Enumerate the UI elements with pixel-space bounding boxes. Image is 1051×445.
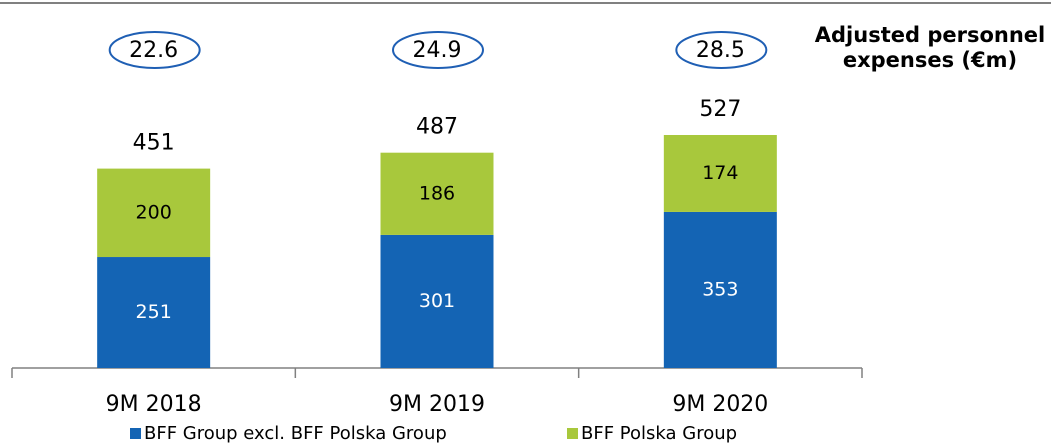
segment-label: 200	[136, 201, 172, 223]
annotation-oval	[392, 31, 484, 69]
annotation-oval	[108, 31, 201, 69]
segment-label: 301	[419, 290, 455, 312]
annotation-value: 22.6	[129, 38, 178, 63]
legend-label: BFF Polska Group	[581, 423, 737, 444]
segment-label: 251	[136, 301, 172, 323]
x-tick-label: 9M 2019	[389, 392, 485, 417]
segment-label: 186	[419, 182, 455, 204]
x-tick-label: 9M 2020	[672, 392, 768, 417]
annotation-oval	[675, 31, 768, 69]
bar-segment	[380, 234, 494, 368]
legend-swatch	[567, 428, 578, 439]
segment-label: 353	[702, 278, 738, 300]
bar-segment	[663, 135, 777, 212]
total-label: 527	[699, 97, 741, 122]
bar-segment	[97, 257, 211, 368]
bar-segment	[380, 152, 494, 235]
legend-label: BFF Group excl. BFF Polska Group	[144, 423, 447, 444]
total-label: 487	[416, 115, 458, 140]
legend-swatch	[130, 428, 141, 439]
annotation-title: expenses (€m)	[843, 48, 1017, 72]
x-tick-label: 9M 2018	[106, 392, 202, 417]
total-label: 451	[133, 131, 175, 156]
bar-segment	[663, 211, 777, 368]
annotation-title: Adjusted personnel	[815, 23, 1045, 47]
segment-label: 174	[702, 162, 738, 184]
annotation-value: 28.5	[696, 38, 745, 63]
annotation-value: 24.9	[413, 38, 462, 63]
bar-segment	[97, 168, 211, 258]
